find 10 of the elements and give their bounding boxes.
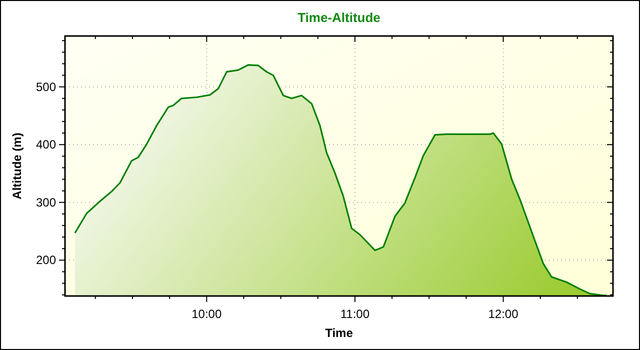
x-tick-label: 10:00 (192, 307, 222, 321)
y-axis-title: Altitude (m) (10, 132, 24, 200)
y-tick-label: 400 (36, 138, 56, 152)
y-tick-label: 300 (36, 195, 56, 210)
x-axis-title: Time (325, 326, 354, 340)
y-tick-label: 200 (36, 253, 56, 268)
x-tick-label: 12:00 (488, 307, 519, 321)
chart-title: Time-Altitude (298, 10, 380, 25)
y-tick-label: 500 (36, 80, 56, 94)
x-tick-label: 11:00 (340, 307, 370, 321)
